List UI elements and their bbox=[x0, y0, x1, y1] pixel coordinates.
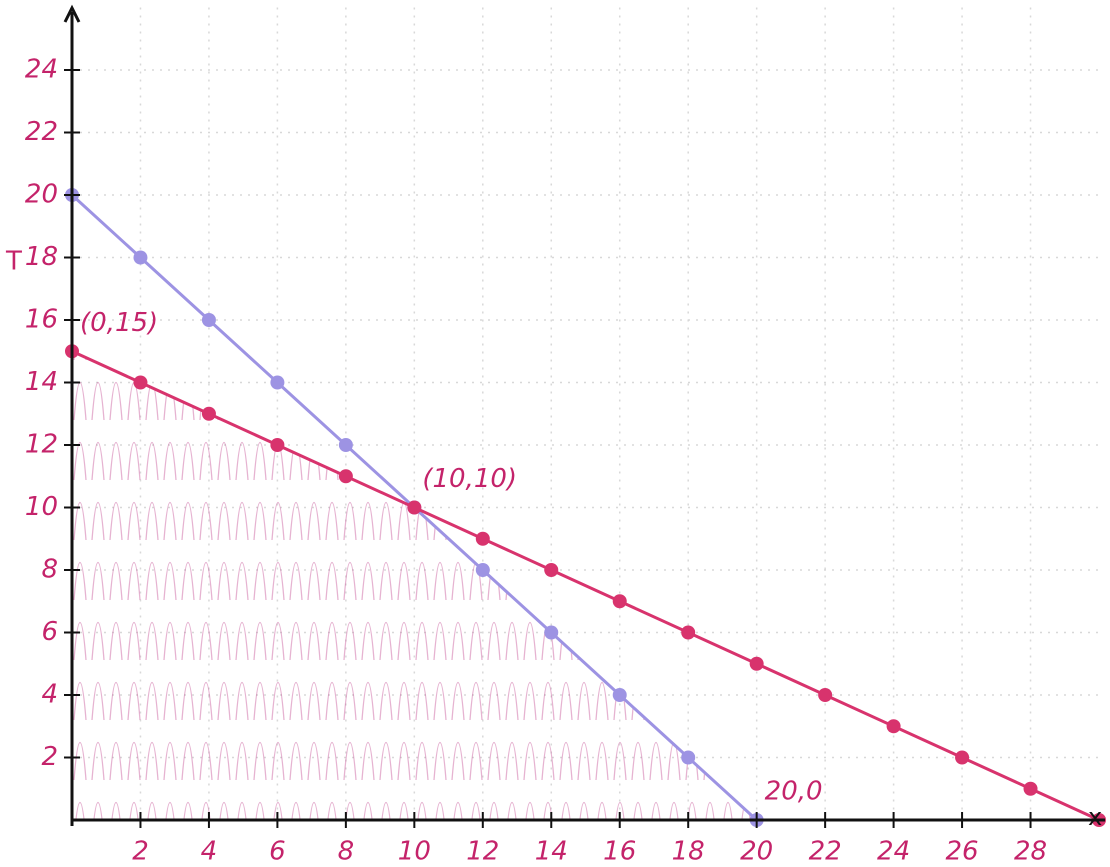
x-tick-label: 4 bbox=[201, 837, 218, 867]
data-point bbox=[270, 375, 285, 390]
plot-area bbox=[65, 188, 1106, 827]
annotation: 20,0 bbox=[765, 777, 823, 807]
data-point bbox=[133, 250, 148, 265]
data-point bbox=[749, 656, 764, 671]
x-tick-label: 10 bbox=[398, 837, 431, 867]
data-point bbox=[681, 625, 696, 640]
data-point bbox=[475, 531, 490, 546]
y-tick-label: 12 bbox=[25, 430, 58, 460]
y-tick-label: 6 bbox=[41, 617, 58, 647]
x-tick-label: 8 bbox=[338, 837, 355, 867]
annotation: (10,10) bbox=[422, 464, 517, 494]
x-tick-label: 6 bbox=[269, 837, 286, 867]
x-axis-label: x bbox=[1088, 803, 1102, 831]
data-point bbox=[612, 688, 627, 702]
x-tick-label: 16 bbox=[603, 837, 636, 867]
x-tick-label: 20 bbox=[740, 837, 773, 867]
y-tick-label: 4 bbox=[41, 680, 58, 710]
y-tick-label: 10 bbox=[25, 492, 58, 522]
y-tick-label: 20 bbox=[25, 180, 58, 210]
x-tick-label: 14 bbox=[535, 837, 568, 867]
y-axis-label: T bbox=[5, 247, 22, 277]
data-point bbox=[544, 563, 559, 577]
data-point bbox=[201, 313, 216, 327]
data-point bbox=[475, 563, 490, 577]
data-point bbox=[133, 375, 148, 390]
x-tick-label: 24 bbox=[877, 837, 910, 867]
data-point bbox=[544, 625, 559, 640]
y-tick-label: 14 bbox=[25, 367, 58, 397]
data-point bbox=[955, 750, 970, 765]
x-tick-label: 2 bbox=[132, 837, 149, 867]
y-tick-label: 22 bbox=[25, 117, 58, 147]
y-tick-label: 16 bbox=[25, 305, 58, 335]
x-tick-label: 28 bbox=[1014, 837, 1047, 867]
annotation: (0,15) bbox=[80, 308, 158, 338]
x-tick-label: 26 bbox=[946, 837, 979, 867]
data-point bbox=[886, 719, 901, 734]
y-axis-arrow bbox=[63, 4, 81, 23]
x-tick-label: 22 bbox=[809, 837, 842, 867]
data-point bbox=[338, 469, 353, 484]
y-tick-label: 2 bbox=[41, 742, 58, 772]
x-tick-label: 12 bbox=[466, 837, 499, 867]
data-point bbox=[1023, 781, 1038, 796]
data-point bbox=[407, 500, 422, 515]
data-point bbox=[681, 750, 696, 765]
data-point bbox=[201, 406, 216, 421]
feasible-region bbox=[72, 351, 757, 820]
data-point bbox=[818, 688, 833, 702]
y-tick-label: 18 bbox=[25, 242, 58, 272]
data-point bbox=[612, 594, 627, 609]
x-tick-label: 18 bbox=[672, 837, 705, 867]
data-point bbox=[270, 438, 285, 452]
y-tick-label: 24 bbox=[25, 55, 58, 85]
series-line bbox=[71, 349, 1100, 822]
y-tick-label: 8 bbox=[41, 555, 58, 585]
data-point bbox=[338, 438, 353, 452]
